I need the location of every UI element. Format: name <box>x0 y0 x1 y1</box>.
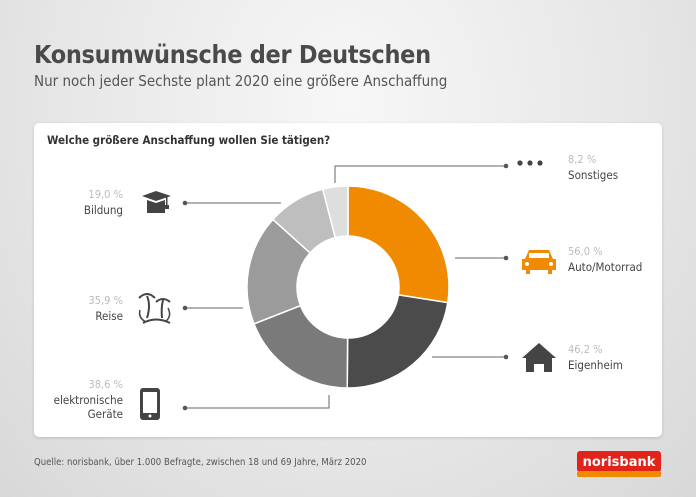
leader-dot-auto <box>503 255 509 261</box>
category-label-reise: Reise <box>95 309 123 323</box>
leader-line-elektronik <box>187 395 330 409</box>
norisbank-logo: norisbank <box>577 451 661 477</box>
donut-slice-eigenheim <box>346 294 449 389</box>
tablet-icon <box>140 388 160 420</box>
donut-slice-auto-motorrad <box>347 185 450 304</box>
car-icon <box>522 250 556 274</box>
donut-slice-sonstiges <box>321 185 349 239</box>
category-label-auto: Auto/Motorrad <box>568 260 643 274</box>
category-label-bildung: Bildung <box>83 203 123 217</box>
leader-dot-bildung <box>182 200 188 206</box>
source-note: Quelle: norisbank, über 1.000 Befragte, … <box>34 457 367 468</box>
leader-dot-eigenheim <box>503 354 509 360</box>
value-label-reise: 35,9 % <box>88 294 123 307</box>
graduation-cap-icon <box>142 191 171 213</box>
svg-text:norisbank: norisbank <box>583 455 656 470</box>
page-title: Konsumwünsche der Deutschen <box>34 40 431 69</box>
dots-icon <box>517 160 543 166</box>
house-icon <box>522 343 556 372</box>
value-label-elektronik: 38,6 % <box>88 378 123 391</box>
category-label-sonstiges: Sonstiges <box>568 168 619 182</box>
value-label-bildung: 19,0 % <box>88 188 123 201</box>
category-label-elektronik: elektronische Geräte <box>53 393 123 421</box>
leader-dot-sonstiges <box>503 163 509 169</box>
value-label-auto: 56,0 % <box>568 245 603 258</box>
chart-title: Welche größere Anschaffung wollen Sie tä… <box>47 133 331 147</box>
leader-dot-elektronik <box>182 405 188 411</box>
palm-island-icon <box>138 293 171 324</box>
page-subtitle: Nur noch jeder Sechste plant 2020 eine g… <box>34 72 448 90</box>
category-label-eigenheim: Eigenheim <box>568 358 623 372</box>
value-label-sonstiges: 8,2 % <box>568 153 597 166</box>
leader-dot-reise <box>182 305 188 311</box>
value-label-eigenheim: 46,2 % <box>568 343 603 356</box>
leader-line-sonstiges <box>334 165 504 183</box>
